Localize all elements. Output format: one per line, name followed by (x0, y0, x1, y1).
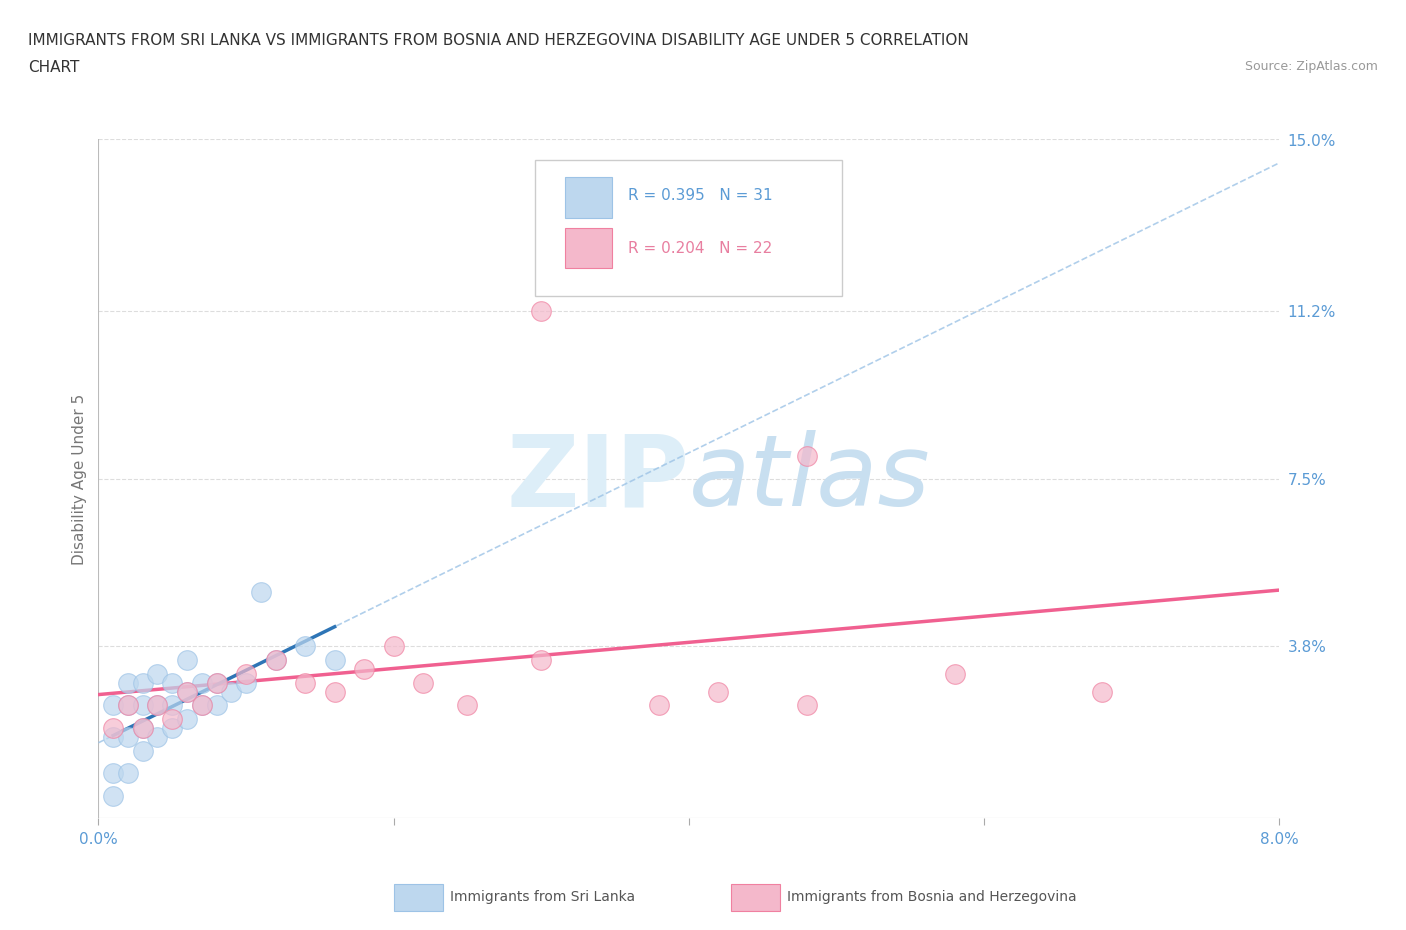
Point (117, 675, 139, 690)
Point (117, 698, 139, 712)
Point (191, 675, 214, 690)
Point (294, 675, 316, 690)
Point (117, 729, 139, 744)
Point (191, 698, 214, 712)
Point (176, 684, 198, 699)
Point (323, 684, 346, 699)
Text: R = 0.395   N = 31: R = 0.395 N = 31 (627, 188, 772, 203)
Point (264, 653, 287, 668)
Point (235, 675, 257, 690)
Point (117, 765, 139, 780)
Text: IMMIGRANTS FROM SRI LANKA VS IMMIGRANTS FROM BOSNIA AND HERZEGOVINA DISABILITY A: IMMIGRANTS FROM SRI LANKA VS IMMIGRANTS … (28, 33, 969, 47)
Point (103, 729, 125, 744)
Text: Immigrants from Sri Lanka: Immigrants from Sri Lanka (450, 890, 636, 905)
Point (648, 698, 671, 712)
Point (146, 729, 169, 744)
Point (205, 698, 228, 712)
Point (235, 666, 257, 681)
Point (205, 675, 228, 690)
Text: atlas: atlas (689, 431, 931, 527)
Point (162, 711, 183, 726)
Point (132, 721, 155, 736)
Point (353, 661, 375, 676)
Point (176, 684, 198, 699)
Point (176, 653, 198, 668)
Text: ZIP: ZIP (506, 431, 689, 527)
Point (103, 765, 125, 780)
Point (796, 449, 818, 464)
Point (191, 698, 214, 712)
Point (103, 789, 125, 804)
Point (323, 653, 346, 668)
Point (707, 684, 730, 699)
Text: Immigrants from Bosnia and Herzegovina: Immigrants from Bosnia and Herzegovina (787, 890, 1077, 905)
Point (103, 698, 125, 712)
Point (162, 675, 183, 690)
Point (294, 639, 316, 654)
Point (1091, 684, 1114, 699)
Point (162, 721, 183, 736)
FancyBboxPatch shape (536, 160, 842, 296)
Text: CHART: CHART (28, 60, 80, 75)
Point (457, 698, 479, 712)
Point (382, 639, 405, 654)
Point (103, 721, 125, 736)
Point (221, 684, 243, 699)
Point (162, 698, 183, 712)
Point (412, 675, 434, 690)
Point (132, 675, 155, 690)
Bar (565, 228, 612, 269)
Point (132, 698, 155, 712)
Point (176, 711, 198, 726)
Text: R = 0.204   N = 22: R = 0.204 N = 22 (627, 241, 772, 256)
Point (943, 666, 966, 681)
Point (132, 743, 155, 758)
Point (146, 666, 169, 681)
Point (796, 698, 818, 712)
Point (205, 675, 228, 690)
Point (146, 698, 169, 712)
Point (146, 698, 169, 712)
Point (132, 721, 155, 736)
Point (530, 653, 553, 668)
Point (264, 653, 287, 668)
Text: Source: ZipAtlas.com: Source: ZipAtlas.com (1244, 60, 1378, 73)
Y-axis label: Disability Age Under 5: Disability Age Under 5 (72, 393, 87, 565)
Point (530, 304, 553, 319)
Point (117, 698, 139, 712)
Point (250, 585, 273, 600)
Bar (565, 177, 612, 218)
